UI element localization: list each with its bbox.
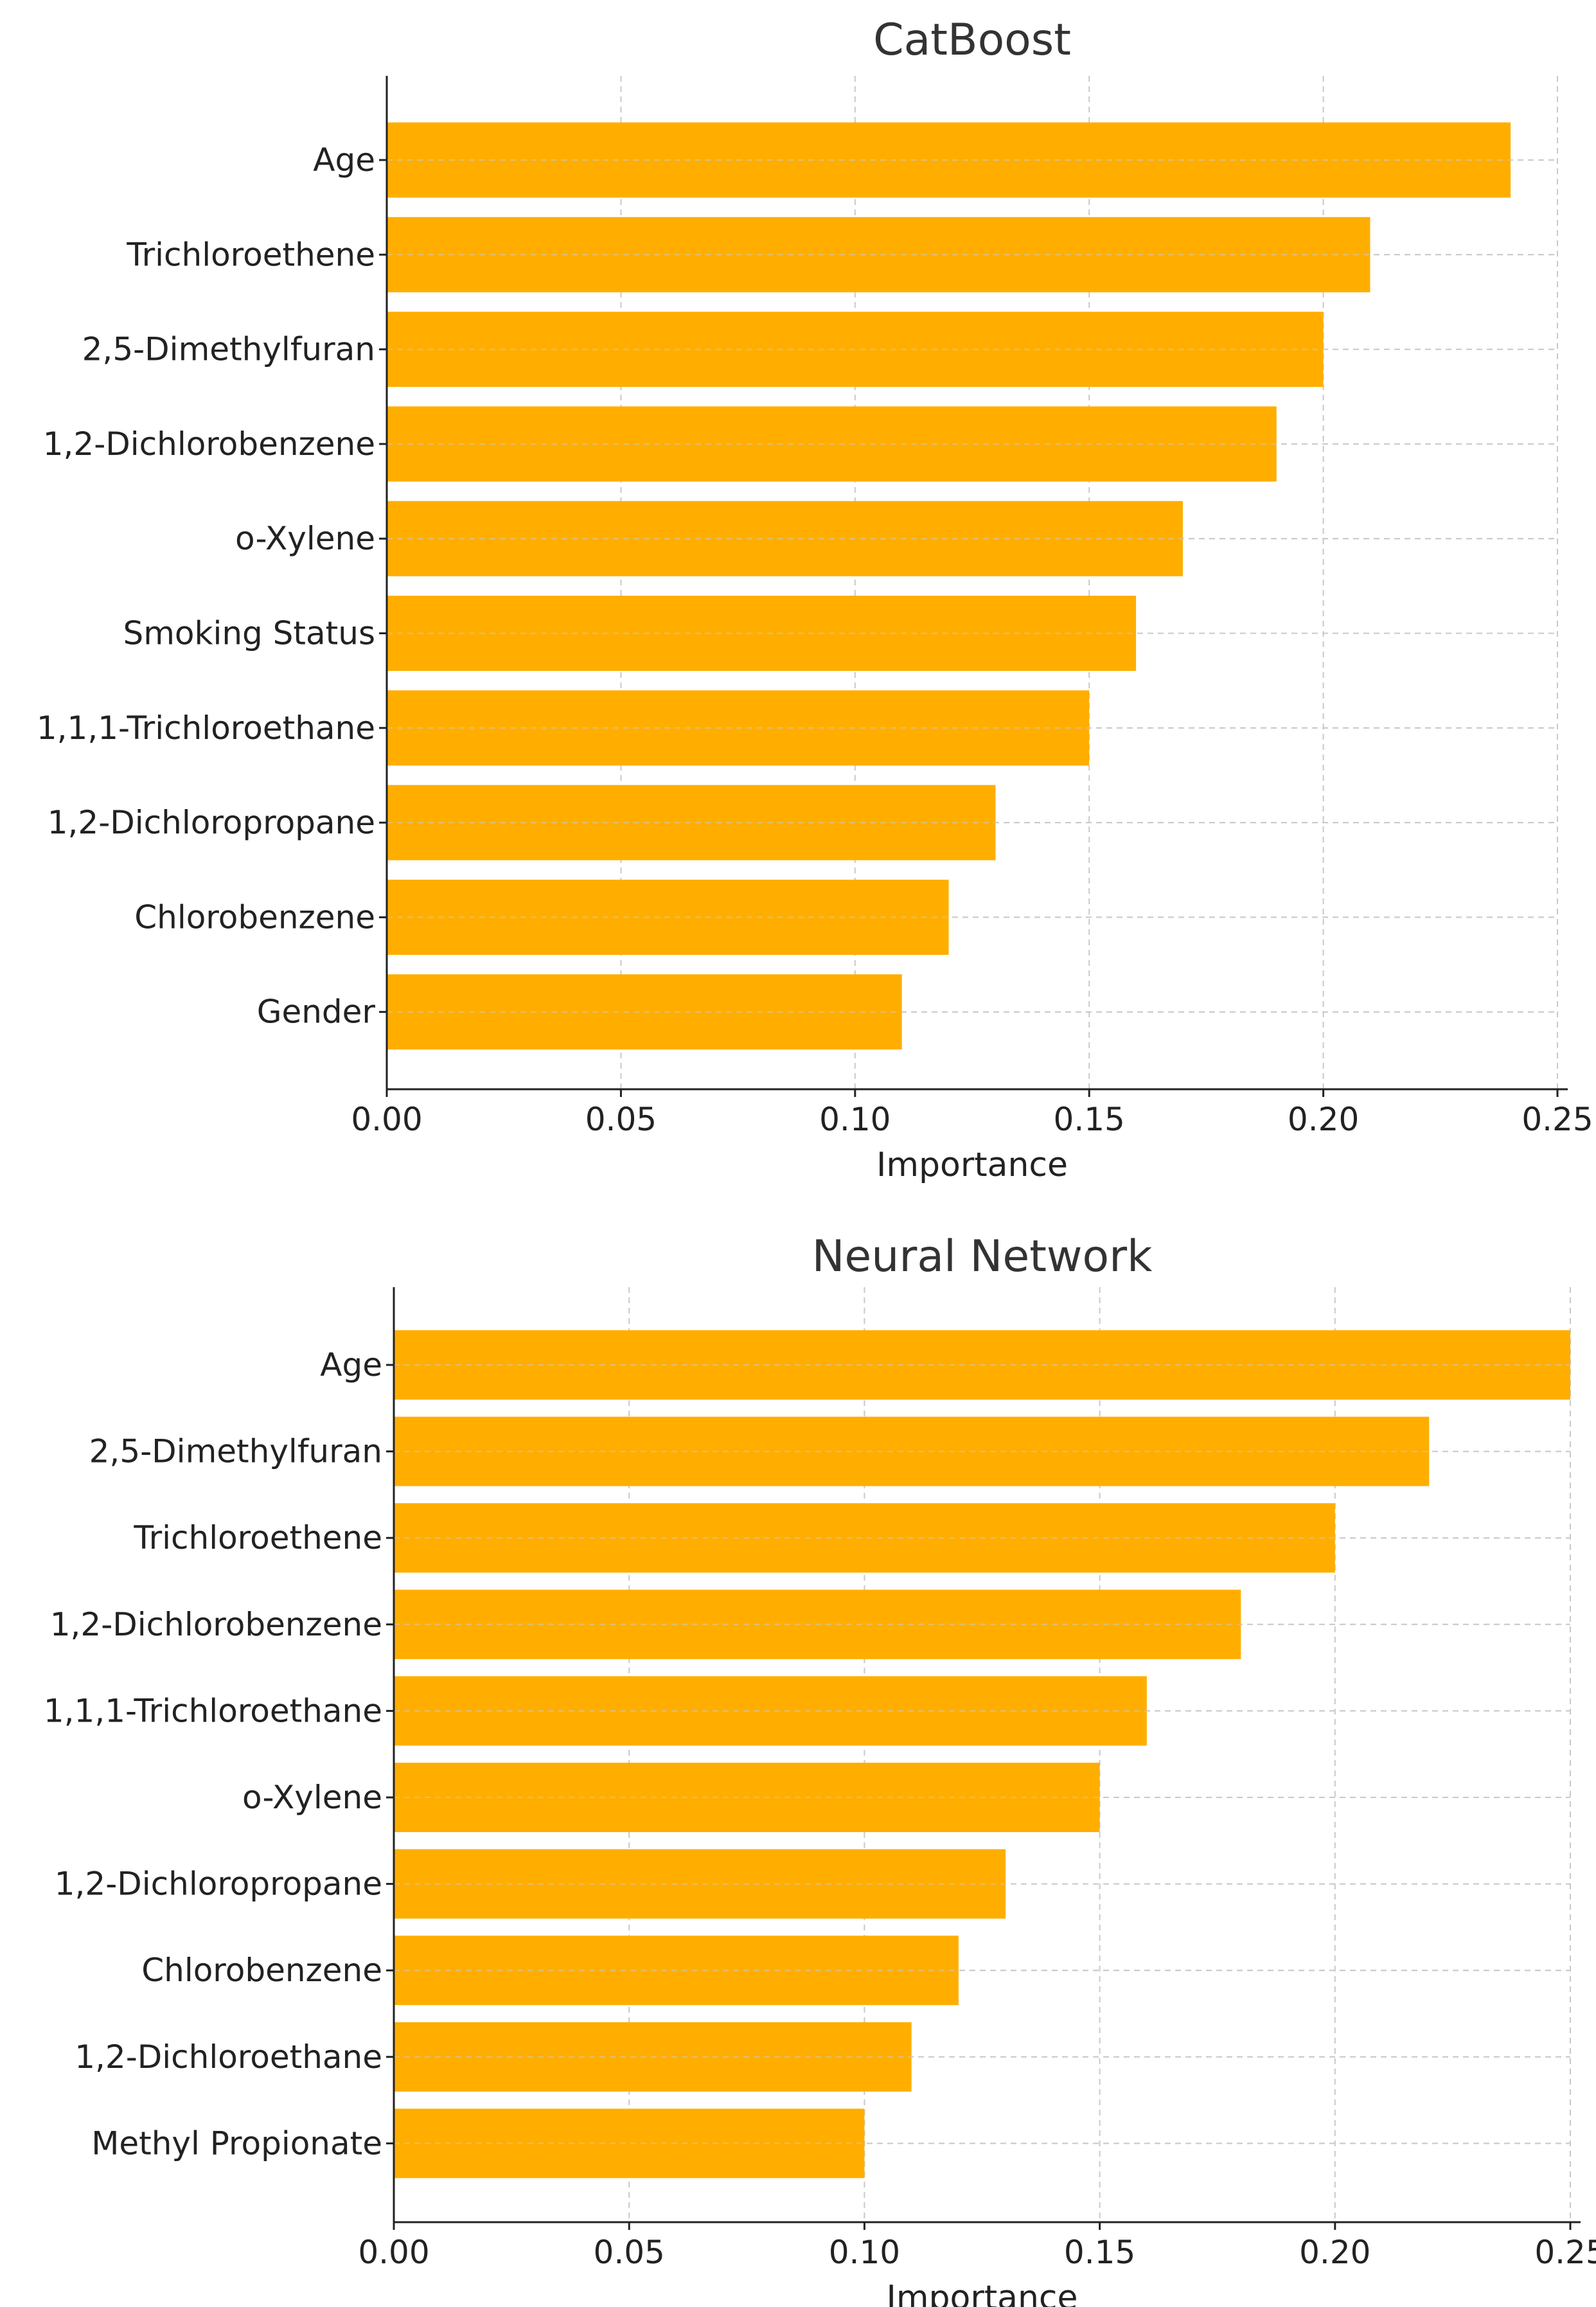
y-tick-label: Chlorobenzene [141, 1952, 382, 1989]
y-tick-label: 1,2-Dichloropropane [48, 804, 375, 841]
y-tick-label: 1,2-Dichloropropane [55, 1866, 382, 1903]
x-tick-label: 0.00 [351, 1101, 422, 1138]
bar [394, 1849, 1006, 1919]
x-tick-label: 0.20 [1299, 2234, 1370, 2271]
y-tick-label: Trichloroethene [126, 236, 375, 273]
x-tick-label: 0.15 [1064, 2234, 1135, 2271]
x-tick-label: 0.10 [829, 2234, 900, 2271]
y-tick-label: 1,2-Dichlorobenzene [43, 425, 375, 463]
y-tick-label: 1,1,1-Trichloroethane [37, 709, 375, 747]
bar [394, 2108, 865, 2178]
x-axis-label: Importance [887, 2279, 1078, 2307]
y-tick-label: o-Xylene [242, 1779, 382, 1816]
y-tick-label: Smoking Status [123, 615, 375, 652]
x-axis-label: Importance [876, 1146, 1068, 1184]
x-tick-label: 0.05 [585, 1101, 657, 1138]
x-tick-label: 0.15 [1054, 1101, 1125, 1138]
y-tick-label: 2,5-Dimethylfuran [89, 1433, 382, 1470]
y-tick-label: Age [320, 1346, 382, 1384]
y-tick-label: 1,1,1-Trichloroethane [44, 1692, 382, 1729]
x-tick-label: 0.25 [1521, 1101, 1593, 1138]
x-tick-label: 0.05 [594, 2234, 665, 2271]
bar [387, 501, 1183, 576]
bar [387, 217, 1370, 292]
y-tick-label: Trichloroethene [133, 1519, 382, 1556]
y-tick-label: Age [313, 141, 375, 179]
y-tick-label: 1,2-Dichlorobenzene [50, 1606, 382, 1643]
y-tick-label: Chlorobenzene [134, 898, 375, 936]
x-tick-label: 0.10 [819, 1101, 891, 1138]
bar [394, 1503, 1335, 1573]
chart-title: Neural Network [812, 1231, 1153, 1282]
neural-network-chart: Age 2,5-Dimethylfuran Trichloroethene 1,2-D… [44, 1231, 1596, 2307]
x-tick-label: 0.25 [1534, 2234, 1596, 2271]
y-tick-label: 1,2-Dichloroethane [75, 2038, 382, 2076]
x-tick-label: 0.20 [1288, 1101, 1359, 1138]
y-tick-label: o-Xylene [235, 520, 375, 557]
y-tick-label: 2,5-Dimethylfuran [82, 331, 375, 368]
catboost-chart: Age Trichloroethene 2,5-Dimethylfuran 1,2-D… [37, 15, 1593, 1184]
chart-title: CatBoost [873, 15, 1071, 66]
y-tick-label: Methyl Propionate [91, 2124, 382, 2162]
y-tick-label: Gender [257, 993, 376, 1031]
x-tick-label: 0.00 [358, 2234, 429, 2271]
